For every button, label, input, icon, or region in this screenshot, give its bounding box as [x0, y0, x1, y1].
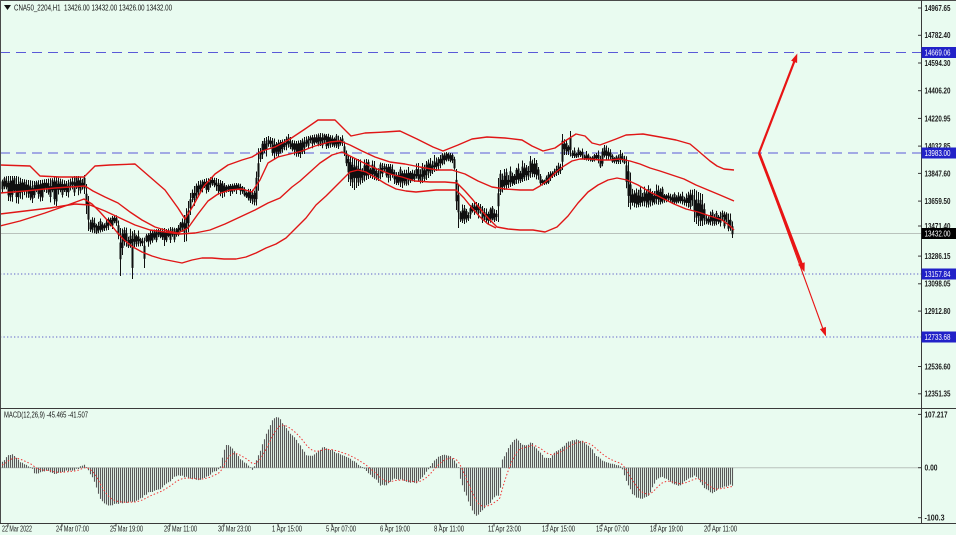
svg-text:12733.68: 12733.68	[925, 333, 951, 342]
svg-text:30 Mar 23:00: 30 Mar 23:00	[218, 525, 251, 534]
svg-text:12912.80: 12912.80	[925, 307, 951, 316]
svg-text:22 Mar 2022: 22 Mar 2022	[2, 525, 32, 534]
svg-text:MACD(12,26,9) -45.465 -41.507: MACD(12,26,9) -45.465 -41.507	[4, 411, 88, 420]
svg-text:15 Apr 07:00: 15 Apr 07:00	[596, 525, 629, 534]
svg-text:13983.00: 13983.00	[925, 149, 951, 158]
svg-text:14032.85: 14032.85	[925, 142, 951, 151]
svg-text:29 Mar 11:00: 29 Mar 11:00	[164, 525, 197, 534]
svg-text:13471.40: 13471.40	[925, 222, 951, 231]
svg-text:13847.60: 13847.60	[925, 169, 951, 178]
svg-text:24 Mar 07:00: 24 Mar 07:00	[56, 525, 89, 534]
svg-text:14669.06: 14669.06	[925, 48, 951, 57]
svg-text:25 Mar 19:00: 25 Mar 19:00	[110, 525, 143, 534]
svg-text:1 Apr 15:00: 1 Apr 15:00	[272, 525, 302, 534]
svg-text:12351.35: 12351.35	[925, 390, 951, 399]
svg-text:8 Apr 11:00: 8 Apr 11:00	[434, 525, 464, 534]
svg-text:-100.3: -100.3	[925, 514, 945, 523]
svg-text:13157.84: 13157.84	[925, 270, 951, 279]
svg-text:107.217: 107.217	[925, 410, 948, 419]
svg-text:13286.15: 13286.15	[925, 252, 951, 261]
svg-text:13432.00: 13432.00	[925, 229, 951, 238]
svg-text:12536.60: 12536.60	[925, 362, 951, 371]
svg-text:11 Apr 23:00: 11 Apr 23:00	[488, 525, 521, 534]
svg-text:0.00: 0.00	[925, 464, 938, 473]
svg-text:20 Apr 11:00: 20 Apr 11:00	[704, 525, 737, 534]
svg-text:13659.50: 13659.50	[925, 197, 951, 206]
svg-text:18 Apr 19:00: 18 Apr 19:00	[650, 525, 683, 534]
svg-text:CNA50_2204,H1 13426.00 13432.: CNA50_2204,H1 13426.00 13432.00 13426.00…	[14, 4, 172, 13]
svg-text:14594.30: 14594.30	[925, 59, 951, 68]
svg-text:5 Apr 07:00: 5 Apr 07:00	[326, 525, 356, 534]
svg-text:14406.20: 14406.20	[925, 87, 951, 96]
svg-text:13098.05: 13098.05	[925, 280, 951, 289]
svg-text:14220.95: 14220.95	[925, 114, 951, 123]
svg-text:14782.40: 14782.40	[925, 31, 951, 40]
svg-text:6 Apr 19:00: 6 Apr 19:00	[380, 525, 410, 534]
svg-text:13 Apr 15:00: 13 Apr 15:00	[542, 525, 575, 534]
svg-text:14967.65: 14967.65	[925, 4, 951, 13]
